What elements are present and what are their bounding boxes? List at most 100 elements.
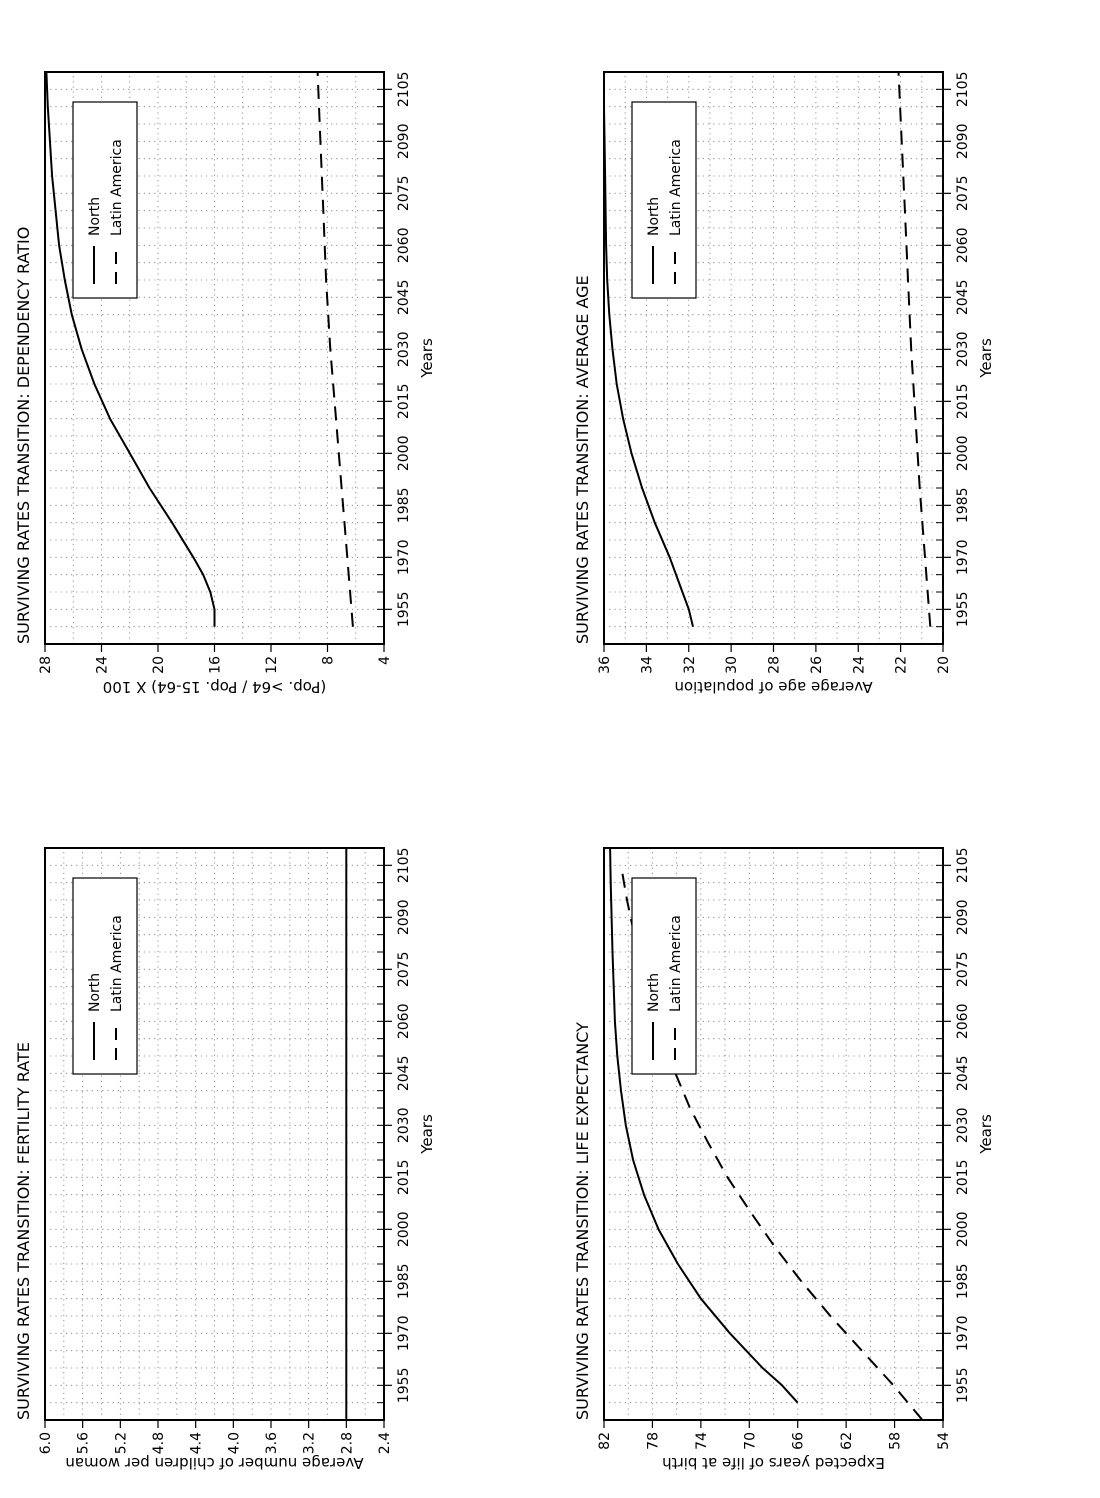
y-tick-label: 34 [639, 656, 655, 674]
chart-title: SURVIVING RATES TRANSITION: DEPENDENCY R… [14, 227, 33, 644]
x-tick-label: 1955 [396, 1368, 412, 1404]
x-tick-label: 2090 [396, 900, 412, 936]
y-tick-label: 74 [694, 1432, 710, 1450]
x-tick-label: 2030 [396, 332, 412, 368]
y-tick-label: 3.2 [302, 1432, 318, 1454]
y-tick-label: 24 [851, 656, 867, 674]
y-tick-label: 28 [767, 656, 783, 674]
y-axis-label: Average age of population [674, 678, 872, 696]
series-line-latin-america [316, 72, 354, 627]
x-tick-label: 2015 [396, 1160, 412, 1196]
y-tick-label: 58 [888, 1432, 904, 1450]
y-tick-label: 54 [936, 1432, 952, 1450]
x-tick-label: 1955 [396, 592, 412, 628]
y-tick-label: 4.8 [151, 1432, 167, 1454]
chart-panel-fertility: 2.4 2.8 3.2 3.6 4.0 4.4 4.8 5.2 5.6 6.0 1955 1970 19… [14, 847, 436, 1472]
chart-panel-lifeexp: 54 58 62 66 70 74 78 82 1955 1970 1985 2000 2015 2030… [573, 847, 995, 1472]
x-tick-label: 2105 [955, 72, 971, 108]
grid-lines [604, 71, 943, 644]
x-tick-label: 1985 [955, 1264, 971, 1300]
y-axis-label: (Pop. >64 / Pop. 15-64) X 100 [103, 678, 326, 696]
x-tick-label: 2045 [955, 280, 971, 316]
x-axis-label: Years [977, 338, 995, 379]
x-tick-label: 1985 [955, 488, 971, 524]
x-tick-label: 2045 [955, 1056, 971, 1092]
x-tick-label: 2090 [955, 900, 971, 936]
x-tick-label: 2015 [396, 384, 412, 420]
series-line-latin-america [620, 865, 924, 1420]
series-group [45, 72, 354, 627]
y-tick-label: 22 [894, 656, 910, 674]
x-tick-label: 1970 [396, 540, 412, 576]
y-tick-label: 62 [839, 1432, 855, 1450]
series-line-north [604, 72, 694, 627]
x-tick-label: 2045 [396, 1056, 412, 1092]
y-tick-label: 2.8 [339, 1432, 355, 1454]
x-tick-label: 2075 [955, 176, 971, 212]
x-axis-label: Years [418, 338, 436, 379]
y-tick-label: 82 [597, 1432, 613, 1450]
y-tick-label: 4 [377, 656, 393, 665]
y-tick-label: 12 [264, 656, 280, 674]
x-tick-label: 2045 [396, 280, 412, 316]
x-tick-label: 1970 [955, 540, 971, 576]
x-tick-label: 2000 [955, 1212, 971, 1248]
x-tick-label: 1985 [396, 488, 412, 524]
x-tick-label: 1985 [396, 1264, 412, 1300]
x-tick-label: 1955 [955, 592, 971, 628]
x-tick-label: 2105 [396, 848, 412, 884]
legend-label: Latin America [109, 139, 125, 236]
y-tick-label: 4.4 [189, 1432, 205, 1454]
series-group [604, 72, 932, 627]
x-tick-label: 1955 [955, 1368, 971, 1404]
x-tick-label: 2030 [396, 1108, 412, 1144]
legend-label: North [87, 197, 103, 236]
chart-title: SURVIVING RATES TRANSITION: LIFE EXPECTA… [573, 1022, 592, 1420]
y-tick-label: 32 [682, 656, 698, 674]
x-tick-label: 2105 [955, 848, 971, 884]
x-tick-label: 2075 [396, 176, 412, 212]
legend-label: Latin America [668, 915, 684, 1012]
x-tick-label: 2075 [396, 952, 412, 988]
y-tick-label: 36 [597, 656, 613, 674]
y-axis-label: Average number of children per woman [65, 1454, 363, 1472]
x-tick-label: 2090 [396, 124, 412, 160]
y-tick-label: 2.4 [377, 1432, 393, 1454]
plot-frame [603, 847, 944, 1421]
y-tick-label: 78 [645, 1432, 661, 1450]
y-tick-label: 26 [809, 656, 825, 674]
x-tick-label: 2000 [955, 436, 971, 472]
x-tick-label: 2090 [955, 124, 971, 160]
x-tick-label: 2105 [396, 72, 412, 108]
y-tick-label: 4.0 [226, 1432, 242, 1454]
legend-box [72, 101, 138, 299]
series-line-latin-america [897, 72, 932, 627]
y-tick-label: 5.2 [113, 1432, 129, 1454]
y-tick-label: 24 [95, 656, 111, 674]
legend-label: North [646, 197, 662, 236]
chart-title: SURVIVING RATES TRANSITION: AVERAGE AGE [573, 275, 592, 644]
series-group [45, 848, 348, 1420]
y-tick-label: 28 [38, 656, 54, 674]
chart-title: SURVIVING RATES TRANSITION: FERTILITY RA… [14, 1042, 33, 1420]
x-tick-label: 1970 [955, 1316, 971, 1352]
chart-panel-avgage: 20 22 24 26 28 30 32 34 36 1955 1970 1985 2000 2015 20… [573, 71, 995, 696]
x-axis-label: Years [977, 1114, 995, 1155]
x-tick-label: 2060 [955, 228, 971, 264]
y-tick-label: 8 [321, 656, 337, 665]
y-tick-label: 70 [742, 1432, 758, 1450]
y-tick-label: 30 [724, 656, 740, 674]
y-tick-label: 16 [208, 656, 224, 674]
grid-lines [45, 71, 384, 644]
legend: North Latin America [72, 101, 138, 299]
y-tick-label: 20 [151, 656, 167, 674]
chart-panel-dependency: 4 8 12 16 20 24 28 1955 1970 1985 2000 2015 2030 2045… [14, 71, 436, 696]
legend-label: North [646, 973, 662, 1012]
x-tick-label: 2075 [955, 952, 971, 988]
legend-label: Latin America [109, 915, 125, 1012]
legend: North Latin America [631, 877, 697, 1075]
legend-box [72, 877, 138, 1075]
y-tick-label: 20 [936, 656, 952, 674]
x-tick-label: 2030 [955, 1108, 971, 1144]
